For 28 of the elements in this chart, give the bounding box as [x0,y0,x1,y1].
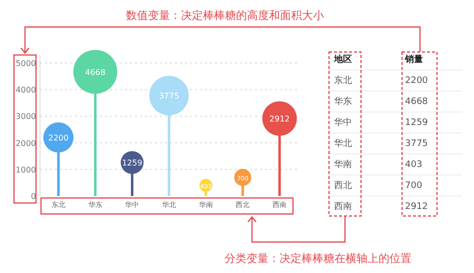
y-tick-label: 4000 [16,86,36,95]
y-tick-label: 0 [30,192,36,201]
data-label: 3775 [405,139,428,149]
category-label: 华南 [334,159,352,170]
data-label: 1259 [405,118,428,128]
category-label: 华北 [334,138,352,149]
y-tick-label: 1000 [16,165,36,174]
data-label: 3775 [158,92,180,101]
text: 地区 [333,54,352,65]
text: 销量 [404,54,423,65]
category-label: 华中 [334,117,352,128]
data-label: 1259 [122,158,142,168]
data-label: 2200 [48,133,69,142]
category-label: 西北 [334,180,352,191]
y-tick-label: 3000 [16,112,36,122]
data-label: 2912 [405,202,428,212]
data-label: 403 [405,160,422,170]
y-tick-label: 2000 [16,138,36,148]
category-label: 东北 [334,75,352,86]
y-tick-label: 5000 [16,59,36,68]
category-label: 华东 [334,96,352,107]
data-label: 2200 [405,76,428,86]
text: 数值变量：决定棒棒糖的高度和面积大小 [126,9,324,22]
data-label: 4668 [85,68,106,77]
text: 分类变量：决定棒棒糖在横轴上的位置 [224,252,412,265]
data-label: 4668 [405,97,428,107]
data-label: 2912 [269,114,290,124]
data-label: 700 [405,181,422,191]
